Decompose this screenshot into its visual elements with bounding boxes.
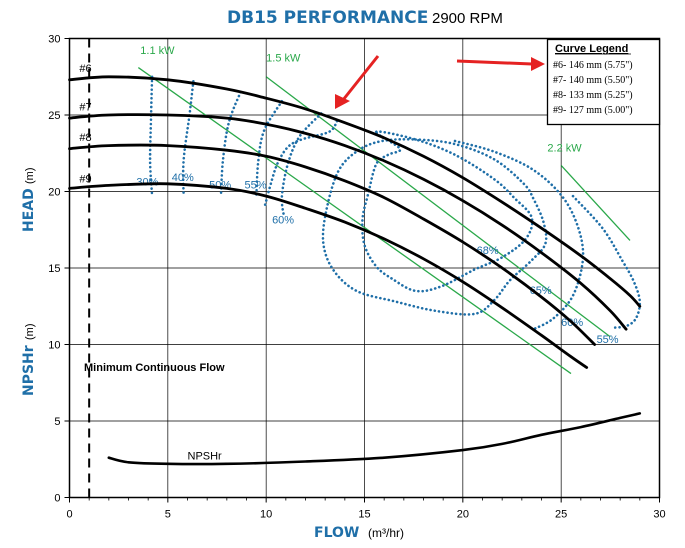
x-tick-label: 0 xyxy=(66,509,72,521)
power-line xyxy=(137,67,572,375)
arrow-head-icon xyxy=(335,94,350,109)
head-curve xyxy=(68,113,628,331)
x-tick-label: 5 xyxy=(165,509,171,521)
x-tick-label: 25 xyxy=(555,509,567,521)
power-line xyxy=(265,76,611,338)
efficiency-label: 55% xyxy=(245,179,267,191)
y-tick-label: 10 xyxy=(48,340,60,352)
y-tick-label: 30 xyxy=(48,34,60,46)
arrow-head-icon xyxy=(531,57,545,71)
legend-item-9: #9- 127 mm (5.00") xyxy=(553,105,633,116)
y-axis-label-head-unit: (m) xyxy=(24,168,36,185)
legend-item-8: #8- 133 mm (5.25") xyxy=(553,90,633,101)
x-tick-label: 10 xyxy=(260,509,272,521)
y-tick-label: 0 xyxy=(54,493,60,505)
curve-legend: Curve Legend #6- 146 mm (5.75") #7- 140 … xyxy=(546,38,661,126)
efficiency-label: 55% xyxy=(597,334,619,346)
x-tick-label: 30 xyxy=(653,509,665,521)
red-arrow-curve xyxy=(335,55,380,109)
axis-ticks: 0 5 10 15 20 25 30 0 5 10 15 20 25 30 xyxy=(48,34,665,521)
head-curve xyxy=(68,182,589,369)
efficiency-contour xyxy=(262,119,339,210)
plot-frame xyxy=(68,37,661,499)
power-line xyxy=(560,165,631,241)
npshr-curve-label: NPSHr xyxy=(188,450,223,462)
chart-title: DB15 PERFORMANCE xyxy=(227,8,428,28)
y-axis-label-npsh-unit: (m) xyxy=(24,324,36,341)
x-axis-label-main: FLOW xyxy=(314,525,359,541)
npshr-curve xyxy=(107,412,642,466)
x-tick-label: 15 xyxy=(358,509,370,521)
efficiency-contour xyxy=(360,130,534,293)
legend-title: Curve Legend xyxy=(555,43,628,55)
efficiency-label: 60% xyxy=(272,215,294,227)
x-tick-label: 20 xyxy=(457,509,469,521)
efficiency-contour xyxy=(181,80,195,196)
efficiency-label: 40% xyxy=(172,172,194,184)
y-tick-label: 25 xyxy=(48,110,60,122)
y-axis-label-npsh: NPSHr (m) xyxy=(21,324,37,397)
head-curves: #6#7#8#9 xyxy=(68,63,642,369)
efficiency-contour xyxy=(219,90,242,198)
power-line-label: 1.5 kW xyxy=(266,52,301,64)
efficiency-label: 68% xyxy=(477,245,499,257)
efficiency-contour xyxy=(280,112,323,218)
y-axis-label-npsh-main: NPSHr xyxy=(21,345,37,396)
power-line-label: 2.2 kW xyxy=(547,143,582,155)
legend-item-6: #6- 146 mm (5.75") xyxy=(553,60,633,71)
npshr-curve-group: NPSHr xyxy=(107,412,642,466)
chart-subtitle: 2900 RPM xyxy=(432,10,503,27)
head-curve xyxy=(68,143,596,346)
efficiency-contour xyxy=(571,194,642,329)
efficiency-contour xyxy=(321,137,548,316)
y-tick-label: 15 xyxy=(48,263,60,275)
head-curve xyxy=(68,75,642,308)
efficiency-contour xyxy=(255,99,284,198)
y-axis-label-head-main: HEAD xyxy=(21,188,37,232)
efficiency-contour xyxy=(148,75,154,198)
legend-item-7: #7- 140 mm (5.50") xyxy=(553,75,633,86)
y-tick-label: 5 xyxy=(54,416,60,428)
y-axis-label-head: HEAD (m) xyxy=(21,168,37,233)
power-line-label: 1.1 kW xyxy=(140,45,175,57)
min-flow-label: Minimum Continuous Flow xyxy=(84,362,225,374)
power-lines: 1.1 kW 1.5 kW 2.2 kW xyxy=(137,45,631,375)
x-axis-label: FLOW (m³/hr) xyxy=(314,525,404,541)
x-axis-label-unit: (m³/hr) xyxy=(368,526,404,540)
red-arrow-legend xyxy=(456,57,545,71)
y-tick-label: 20 xyxy=(48,187,60,199)
